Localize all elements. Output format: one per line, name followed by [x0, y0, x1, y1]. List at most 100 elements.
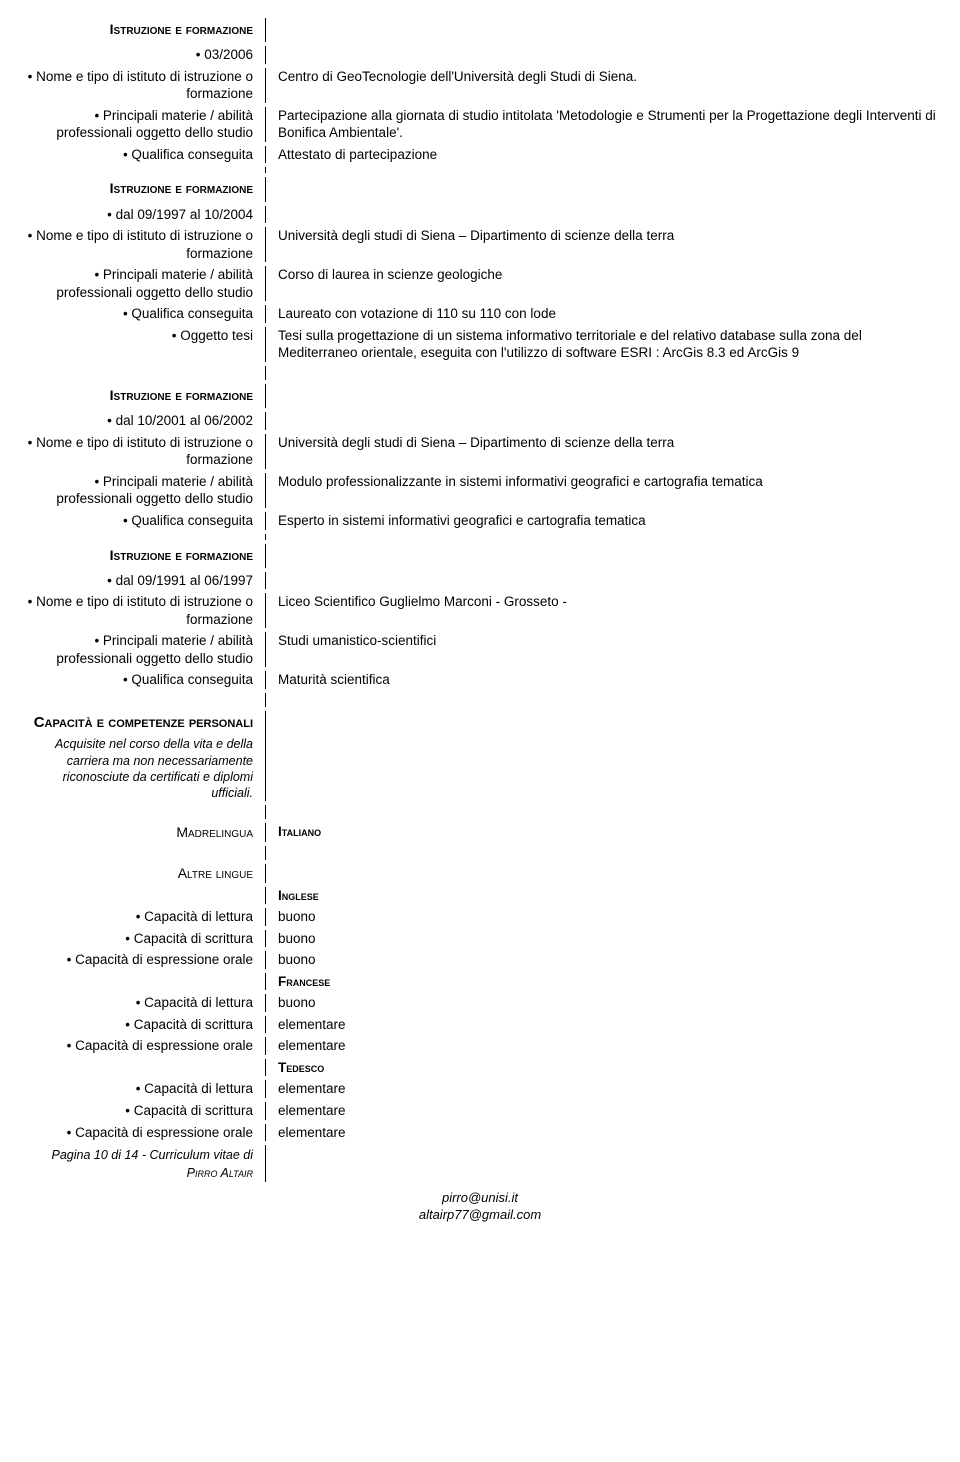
edu3-materie: Modulo professionalizzante in sistemi in…	[278, 474, 763, 489]
label-lettura-3: • Capacità di lettura	[136, 1081, 253, 1096]
label-nome: • Nome e tipo di istituto di istruzione …	[28, 69, 253, 102]
edu2-qualifica: Laureato con votazione di 110 su 110 con…	[278, 306, 556, 321]
lang1-name: Inglese	[278, 888, 319, 903]
edu1-date-row: • 03/2006	[18, 46, 942, 64]
edu4-qualifica-row: • Qualifica conseguita Maturità scientif…	[18, 671, 942, 689]
label-nome-3: • Nome e tipo di istituto di istruzione …	[28, 435, 253, 468]
edu1-materie-row: • Principali materie / abilità professio…	[18, 107, 942, 142]
lang2-orale-row: • Capacità di espressione orale elementa…	[18, 1037, 942, 1055]
madrelingua-row: Madrelingua Italiano	[18, 823, 942, 842]
lang2-name: Francese	[278, 974, 330, 989]
edu2-qualifica-row: • Qualifica conseguita Laureato con vota…	[18, 305, 942, 323]
edu4-nome: Liceo Scientifico Guglielmo Marconi - Gr…	[278, 594, 567, 609]
label-nome-2: • Nome e tipo di istituto di istruzione …	[28, 228, 253, 261]
footer-name: Pirro Altair	[18, 1165, 253, 1181]
edu1-qualifica-row: • Qualifica conseguita Attestato di part…	[18, 146, 942, 164]
lang2-scrittura: elementare	[278, 1017, 346, 1032]
lang3-scrittura: elementare	[278, 1103, 346, 1118]
edu4-date: • dal 09/1991 al 06/1997	[107, 573, 253, 588]
label-qualifica-3: • Qualifica conseguita	[123, 513, 253, 528]
label-materie: • Principali materie / abilità professio…	[56, 108, 253, 141]
edu4-materie: Studi umanistico-scientifici	[278, 633, 436, 648]
edu3-date: • dal 10/2001 al 06/2002	[107, 413, 253, 428]
label-orale-1: • Capacità di espressione orale	[67, 952, 253, 967]
section-header-row-3: Istruzione e formazione	[18, 384, 942, 408]
edu3-nome-row: • Nome e tipo di istituto di istruzione …	[18, 434, 942, 469]
label-materie-4: • Principali materie / abilità professio…	[56, 633, 253, 666]
label-scrittura-3: • Capacità di scrittura	[125, 1103, 253, 1118]
lang1-orale: buono	[278, 952, 316, 967]
lang3-orale: elementare	[278, 1125, 346, 1140]
edu2-materie: Corso di laurea in scienze geologiche	[278, 267, 502, 282]
footer-email1: pirro@unisi.it	[18, 1190, 942, 1207]
lang2-scrittura-row: • Capacità di scrittura elementare	[18, 1016, 942, 1034]
lang2-name-row: Francese	[18, 973, 942, 991]
edu3-materie-row: • Principali materie / abilità professio…	[18, 473, 942, 508]
capacita-header-row: Capacità e competenze personali Acquisit…	[18, 711, 942, 802]
edu2-nome-row: • Nome e tipo di istituto di istruzione …	[18, 227, 942, 262]
label-scrittura-1: • Capacità di scrittura	[125, 931, 253, 946]
edu2-tesi-row: • Oggetto tesi Tesi sulla progettazione …	[18, 327, 942, 362]
lang3-orale-row: • Capacità di espressione orale elementa…	[18, 1124, 942, 1142]
footer-page: Pagina 10 di 14 - Curriculum vitae di	[18, 1147, 253, 1163]
section-header-row-2: Istruzione e formazione	[18, 177, 942, 201]
capacita-desc: Acquisite nel corso della vita e della c…	[18, 736, 253, 801]
edu2-materie-row: • Principali materie / abilità professio…	[18, 266, 942, 301]
label-scrittura-2: • Capacità di scrittura	[125, 1017, 253, 1032]
altrelingue-row: Altre lingue	[18, 864, 942, 883]
lang1-orale-row: • Capacità di espressione orale buono	[18, 951, 942, 969]
edu3-date-row: • dal 10/2001 al 06/2002	[18, 412, 942, 430]
section-header-2: Istruzione e formazione	[18, 179, 253, 197]
section-header: Istruzione e formazione	[18, 20, 253, 38]
edu3-nome: Università degli studi di Siena – Dipart…	[278, 435, 674, 450]
lang1-name-row: Inglese	[18, 887, 942, 905]
section-header-4: Istruzione e formazione	[18, 546, 253, 564]
edu4-qualifica: Maturità scientifica	[278, 672, 390, 687]
edu2-date: • dal 09/1997 al 10/2004	[107, 207, 253, 222]
label-qualifica: • Qualifica conseguita	[123, 147, 253, 162]
madrelingua-label: Madrelingua	[176, 824, 253, 840]
lang2-orale: elementare	[278, 1038, 346, 1053]
lang3-scrittura-row: • Capacità di scrittura elementare	[18, 1102, 942, 1120]
label-lettura-1: • Capacità di lettura	[136, 909, 253, 924]
edu1-date: • 03/2006	[196, 47, 253, 62]
edu3-qualifica-row: • Qualifica conseguita Esperto in sistem…	[18, 512, 942, 530]
madrelingua-value: Italiano	[278, 824, 321, 839]
edu2-tesi: Tesi sulla progettazione di un sistema i…	[278, 328, 862, 361]
altrelingue-label: Altre lingue	[178, 865, 253, 881]
label-lettura-2: • Capacità di lettura	[136, 995, 253, 1010]
edu2-nome: Università degli studi di Siena – Dipart…	[278, 228, 674, 243]
lang2-lettura-row: • Capacità di lettura buono	[18, 994, 942, 1012]
label-tesi: • Oggetto tesi	[172, 328, 253, 343]
label-qualifica-4: • Qualifica conseguita	[123, 672, 253, 687]
footer-emails: pirro@unisi.it altairp77@gmail.com	[18, 1190, 942, 1224]
edu4-materie-row: • Principali materie / abilità professio…	[18, 632, 942, 667]
edu4-nome-row: • Nome e tipo di istituto di istruzione …	[18, 593, 942, 628]
edu2-date-row: • dal 09/1997 al 10/2004	[18, 206, 942, 224]
label-materie-2: • Principali materie / abilità professio…	[56, 267, 253, 300]
label-orale-2: • Capacità di espressione orale	[67, 1038, 253, 1053]
footer-email2: altairp77@gmail.com	[18, 1207, 942, 1224]
edu4-date-row: • dal 09/1991 al 06/1997	[18, 572, 942, 590]
section-header-row: Istruzione e formazione	[18, 18, 942, 42]
edu3-qualifica: Esperto in sistemi informativi geografic…	[278, 513, 646, 528]
section-header-3: Istruzione e formazione	[18, 386, 253, 404]
section-header-row-4: Istruzione e formazione	[18, 544, 942, 568]
lang2-lettura: buono	[278, 995, 316, 1010]
lang1-scrittura-row: • Capacità di scrittura buono	[18, 930, 942, 948]
label-nome-4: • Nome e tipo di istituto di istruzione …	[28, 594, 253, 627]
edu1-nome-row: • Nome e tipo di istituto di istruzione …	[18, 68, 942, 103]
lang1-scrittura: buono	[278, 931, 316, 946]
lang3-lettura-row: • Capacità di lettura elementare	[18, 1080, 942, 1098]
lang1-lettura: buono	[278, 909, 316, 924]
label-orale-3: • Capacità di espressione orale	[67, 1125, 253, 1140]
lang3-name: Tedesco	[278, 1060, 324, 1075]
capacita-header: Capacità e competenze personali	[18, 713, 253, 733]
edu1-qualifica: Attestato di partecipazione	[278, 147, 437, 162]
lang1-lettura-row: • Capacità di lettura buono	[18, 908, 942, 926]
label-materie-3: • Principali materie / abilità professio…	[56, 474, 253, 507]
footer-row: Pagina 10 di 14 - Curriculum vitae di Pi…	[18, 1145, 942, 1182]
lang3-name-row: Tedesco	[18, 1059, 942, 1077]
edu1-nome: Centro di GeoTecnologie dell'Università …	[278, 69, 637, 84]
label-qualifica-2: • Qualifica conseguita	[123, 306, 253, 321]
